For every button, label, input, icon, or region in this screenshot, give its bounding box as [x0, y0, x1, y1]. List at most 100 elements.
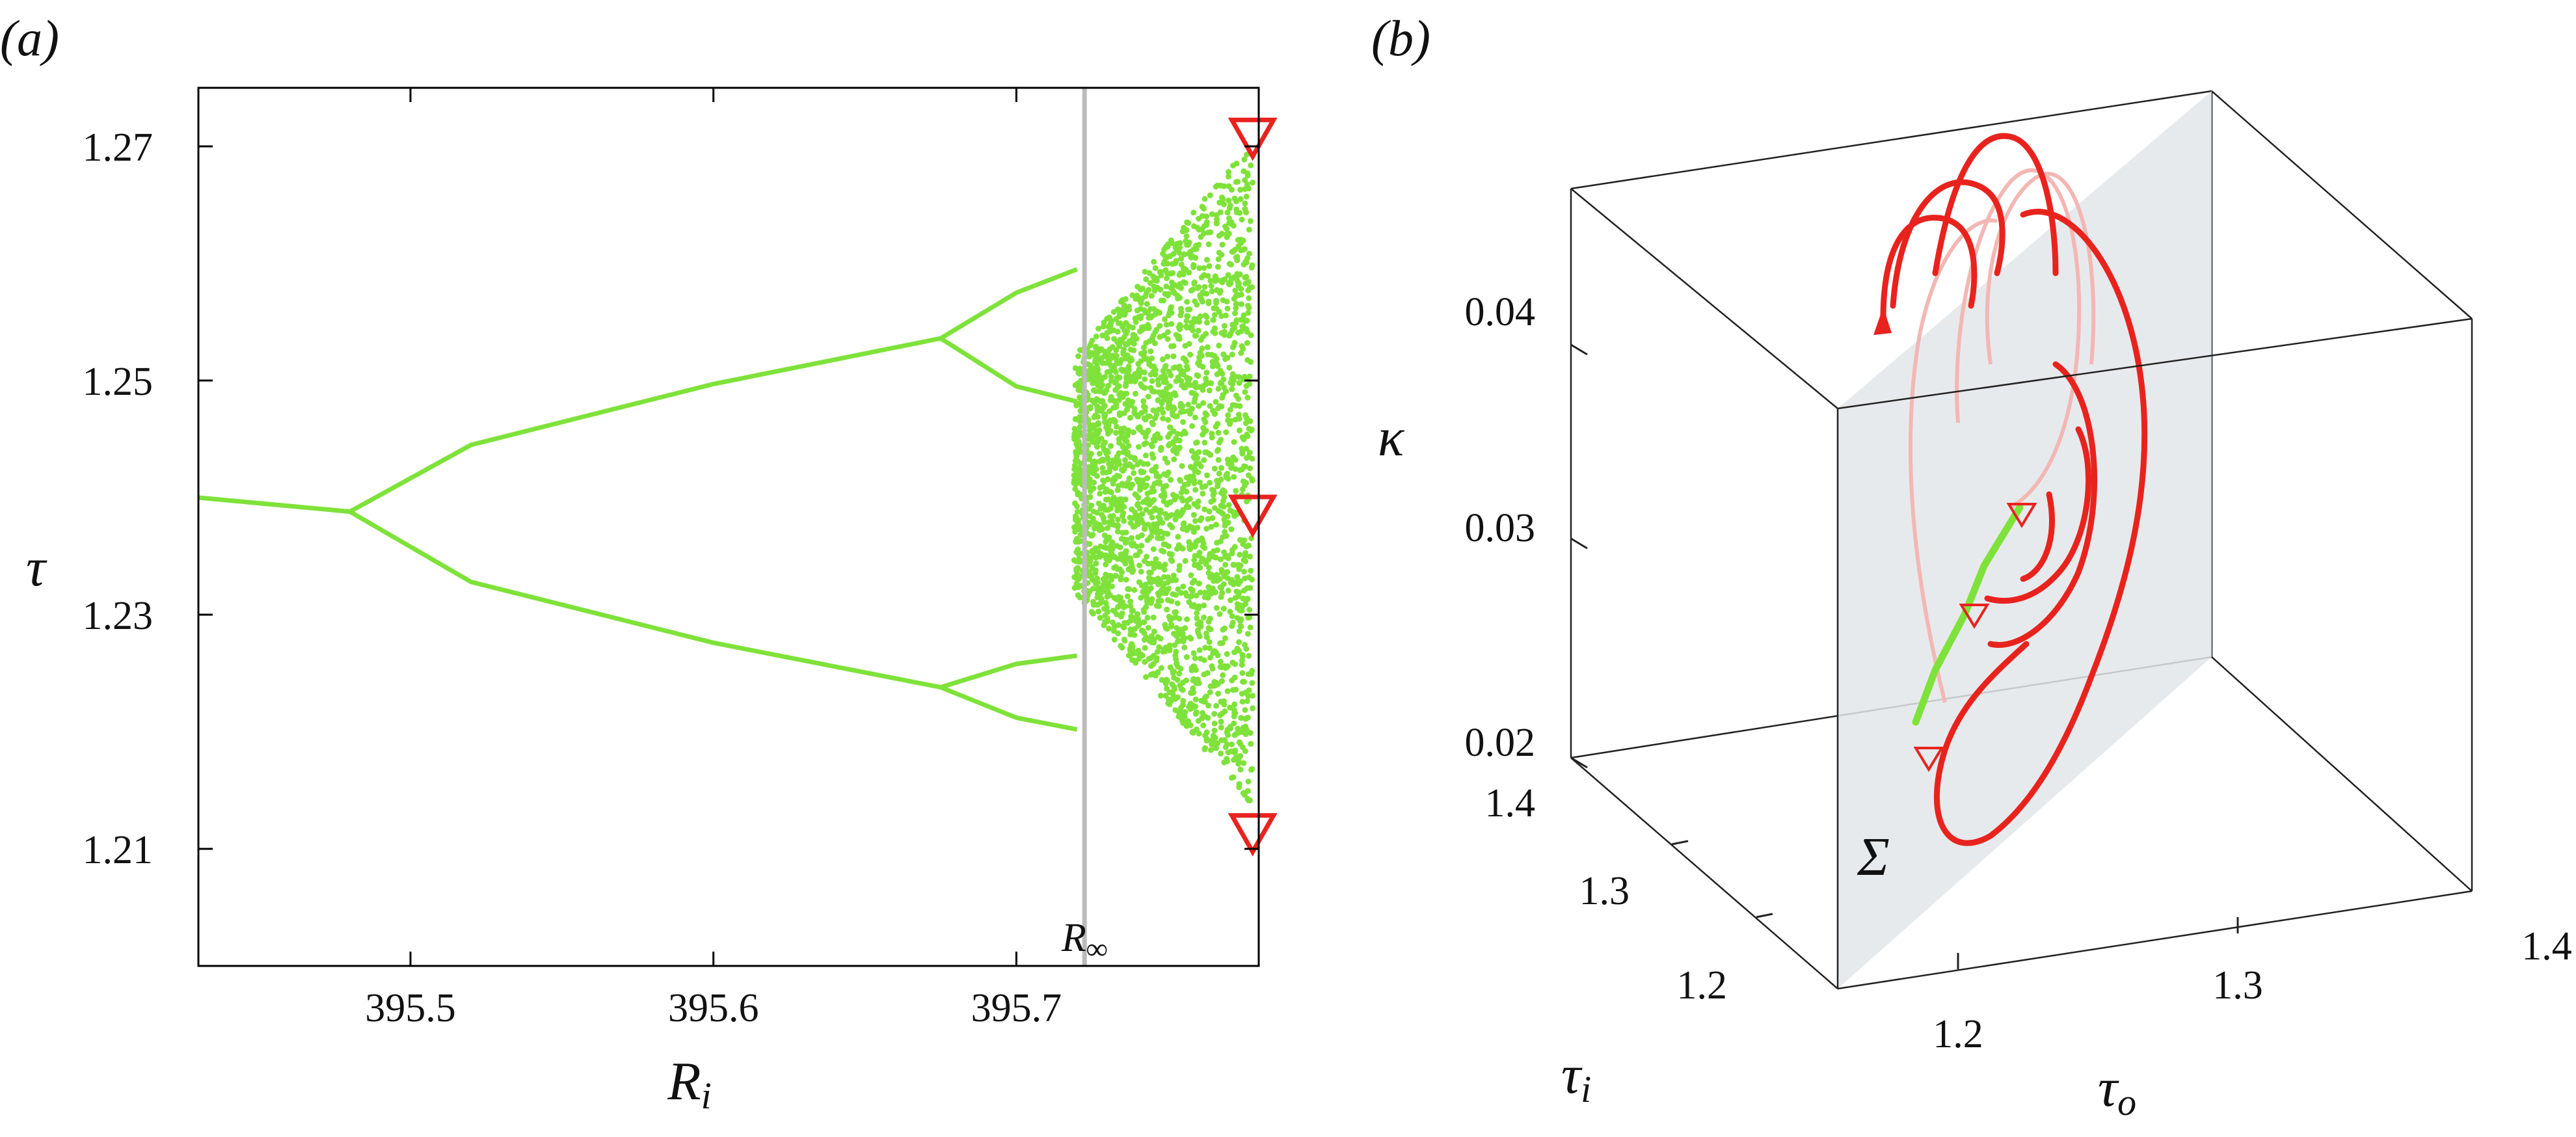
kappa-axis-title: κ — [1378, 407, 1405, 468]
chaotic-point — [1140, 429, 1146, 436]
chaotic-point — [1164, 531, 1171, 537]
y-tick-label: 1.25 — [83, 360, 154, 404]
chaotic-point — [1190, 512, 1197, 518]
chaotic-point — [1136, 579, 1142, 585]
chaotic-point — [1188, 288, 1194, 294]
chaotic-point — [1123, 319, 1129, 326]
chaotic-point — [1244, 340, 1250, 346]
chaotic-point — [1151, 628, 1157, 635]
chaotic-point — [1183, 593, 1190, 599]
chaotic-point — [1146, 656, 1152, 662]
chaotic-point — [1151, 259, 1157, 265]
chaotic-point — [1097, 485, 1103, 491]
chaotic-point — [1096, 451, 1103, 457]
chaotic-point — [1103, 537, 1110, 544]
chaotic-point — [1195, 360, 1201, 367]
chaotic-point — [1153, 657, 1159, 663]
chaotic-point — [1100, 405, 1107, 411]
chaotic-point — [1183, 677, 1190, 684]
chaotic-point — [1086, 453, 1093, 459]
chaotic-point — [1148, 526, 1155, 532]
chaotic-point — [1244, 394, 1251, 401]
chaotic-point — [1111, 565, 1118, 571]
chaotic-point — [1229, 660, 1236, 666]
chaotic-point — [1110, 619, 1116, 626]
chaotic-point — [1189, 729, 1196, 736]
chaotic-point — [1157, 323, 1163, 329]
chaotic-point — [1076, 371, 1082, 377]
chaotic-point — [1189, 405, 1195, 412]
chaotic-point — [1161, 372, 1168, 379]
chaotic-point — [1224, 688, 1231, 695]
chaotic-point — [1142, 522, 1148, 528]
kappa-tick-label: 0.03 — [1465, 506, 1536, 550]
chaotic-point — [1193, 440, 1199, 446]
chaotic-point — [1122, 603, 1129, 609]
chaotic-point — [1197, 479, 1203, 486]
x-tick-label: 395.7 — [971, 986, 1062, 1030]
chaotic-point — [1088, 350, 1095, 356]
chaotic-point — [1146, 502, 1153, 508]
chaotic-point — [1242, 389, 1248, 395]
chaotic-point — [1114, 528, 1121, 535]
chaotic-point — [1097, 600, 1104, 606]
chaotic-point — [1194, 676, 1201, 683]
chaotic-point — [1217, 640, 1224, 647]
chaotic-point — [1192, 487, 1199, 493]
chaotic-point — [1211, 505, 1218, 511]
direction-arrow-icon — [1873, 307, 1892, 335]
chaotic-point — [1101, 532, 1108, 539]
chaotic-point — [1090, 422, 1096, 429]
chaotic-point — [1225, 732, 1231, 738]
chaotic-point — [1134, 308, 1140, 314]
chaotic-point — [1235, 412, 1242, 418]
chaotic-point — [1201, 594, 1208, 600]
chaotic-point — [1131, 657, 1137, 663]
chaotic-point — [1242, 483, 1248, 488]
chaotic-point — [1072, 528, 1079, 535]
chaotic-point — [1208, 498, 1214, 505]
chaotic-point — [1089, 532, 1095, 539]
chaotic-point — [1202, 449, 1209, 455]
chaotic-point — [1106, 625, 1112, 632]
chaotic-point — [1201, 506, 1208, 513]
chaotic-point — [1212, 734, 1218, 741]
chaotic-point — [1234, 601, 1241, 608]
chaotic-point — [1219, 590, 1226, 596]
chaotic-point — [1191, 557, 1198, 563]
chaotic-point — [1211, 678, 1218, 685]
chaotic-point — [1201, 440, 1208, 446]
chaotic-point — [1176, 444, 1183, 451]
chaotic-point — [1074, 509, 1080, 515]
chaotic-point — [1151, 497, 1157, 503]
chaotic-point — [1220, 672, 1226, 678]
chaotic-point — [1175, 542, 1182, 548]
chaotic-point — [1216, 342, 1222, 349]
panel-a-x-tick-labels: 395.5 395.6 395.7 — [365, 986, 1062, 1030]
chaotic-point — [1115, 604, 1121, 610]
chaotic-point — [1147, 579, 1153, 585]
chaotic-point — [1244, 585, 1250, 591]
chaotic-point — [1171, 456, 1177, 462]
chaotic-point — [1166, 646, 1173, 652]
chaotic-point — [1183, 527, 1190, 533]
chaotic-point — [1202, 312, 1209, 319]
chaotic-point — [1233, 254, 1239, 261]
chaotic-point — [1228, 380, 1234, 386]
chaotic-point — [1236, 380, 1242, 386]
chaotic-point — [1234, 645, 1241, 652]
chaotic-point — [1235, 760, 1242, 767]
chaotic-point — [1138, 300, 1144, 306]
chaotic-point — [1163, 483, 1170, 489]
chaotic-point — [1243, 326, 1250, 332]
chaotic-point — [1188, 586, 1194, 592]
chaotic-point — [1118, 356, 1125, 363]
chaotic-point — [1244, 630, 1251, 637]
chaotic-point — [1241, 678, 1247, 685]
chaotic-point — [1187, 351, 1194, 358]
chaotic-point — [1108, 550, 1115, 557]
chaotic-point — [1140, 469, 1147, 475]
chaotic-point — [1136, 621, 1143, 627]
chaotic-point — [1174, 625, 1180, 631]
chaotic-point — [1218, 724, 1224, 730]
